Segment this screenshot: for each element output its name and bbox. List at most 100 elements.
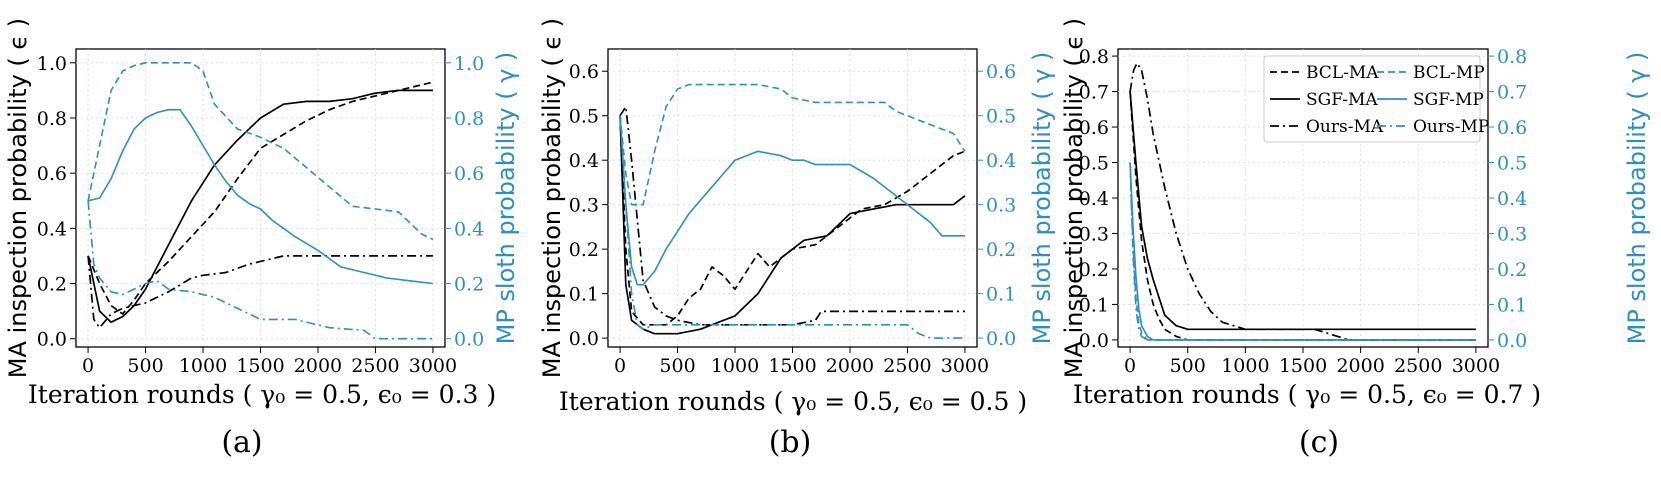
panel-caption: (b) xyxy=(769,425,812,460)
right-axis-label: MP sloth probability ( γ ) xyxy=(1623,52,1651,345)
y-tick-label-right: 0.6 xyxy=(1497,117,1527,139)
series-line-sgf-mp xyxy=(87,108,433,285)
legend-label-sgf-mp: SGF-MP xyxy=(1413,90,1484,110)
x-tick-label: 500 xyxy=(127,355,163,377)
right-axis-label: MP sloth probability ( γ ) xyxy=(492,52,520,345)
y-tick-label-right: 0.8 xyxy=(454,108,484,130)
x-tick-label: 3000 xyxy=(409,355,457,377)
y-tick-label-left: 0.6 xyxy=(37,163,67,185)
y-tick-label-right: 0.0 xyxy=(454,329,484,351)
y-tick-label-right: 0.4 xyxy=(986,150,1016,172)
y-tick-label-right: 0.1 xyxy=(986,284,1016,306)
panel-caption: (c) xyxy=(1299,425,1339,460)
x-tick-label: 0 xyxy=(614,355,626,377)
y-tick-label-right: 0.0 xyxy=(1497,330,1527,352)
panel-caption: (a) xyxy=(221,425,262,460)
y-tick-label-right: 0.1 xyxy=(1497,294,1527,316)
y-tick-label-right: 0.8 xyxy=(1497,46,1527,68)
legend-label-ours-ma: Ours-MA xyxy=(1306,117,1384,137)
y-tick-label-right: 0.4 xyxy=(1497,188,1527,210)
right-axis-label: MP sloth probability ( γ ) xyxy=(1028,52,1056,345)
x-tick-label: 2500 xyxy=(883,355,931,377)
x-tick-label: 2500 xyxy=(1394,355,1442,377)
legend-label-bcl-ma: BCL-MA xyxy=(1306,63,1379,83)
x-tick-label: 0 xyxy=(82,355,94,377)
x-tick-label: 1500 xyxy=(236,355,284,377)
panel-c: 0 500 1000 1500 2000 2500 3000 0.0 0.1 0.2 0.3 0.4 0… xyxy=(1060,18,1651,460)
y-tick-label-right: 0.3 xyxy=(1497,223,1527,245)
y-tick-label-right: 0.4 xyxy=(454,218,484,240)
y-tick-label-left: 0.1 xyxy=(569,284,599,306)
series-line-sgf-ma xyxy=(1129,91,1476,331)
x-tick-label: 2000 xyxy=(294,355,342,377)
x-tick-label: 500 xyxy=(1170,355,1206,377)
y-tick-label-right: 0.2 xyxy=(986,239,1016,261)
legend-label-sgf-ma: SGF-MA xyxy=(1306,90,1378,110)
y-tick-label-left: 0.0 xyxy=(569,328,599,350)
x-axis-label: Iteration rounds ( γ₀ = 0.5, ϵ₀ = 0.5 ) xyxy=(559,387,1027,416)
x-tick-label: 3000 xyxy=(941,355,989,377)
legend: BCL-MA BCL-MP SGF-MA SGF-MP Ours-MA Ours-MP xyxy=(1263,55,1489,143)
y-tick-label-left: 0.3 xyxy=(1079,223,1109,245)
y-tick-label-left: 0.6 xyxy=(1079,117,1109,139)
x-tick-label: 1500 xyxy=(1279,355,1327,377)
legend-frame xyxy=(1263,55,1481,143)
series-line-ours-ma xyxy=(1129,62,1476,341)
y-tick-label-left: 0.8 xyxy=(37,108,67,130)
y-tick-label-left: 0.8 xyxy=(1079,46,1109,68)
y-tick-label-right: 0.5 xyxy=(986,106,1016,128)
x-axis-label: Iteration rounds ( γ₀ = 0.5, ϵ₀ = 0.3 ) xyxy=(28,380,496,409)
x-tick-label: 0 xyxy=(1124,355,1136,377)
plot-frame xyxy=(607,48,978,348)
panel-a: 0 500 1000 1500 2000 2500 3000 0.0 0.2 0.4 0.6 0.8 1… xyxy=(4,18,520,460)
y-tick-label-left: 0.7 xyxy=(1079,82,1109,104)
y-tick-label-left: 1.0 xyxy=(37,53,67,75)
series-line-ours-mp xyxy=(1129,162,1476,341)
y-tick-label-left: 0.4 xyxy=(569,150,599,172)
y-tick-label-left: 0.1 xyxy=(1079,294,1109,316)
y-tick-label-left: 0.3 xyxy=(569,195,599,217)
x-tick-label: 3000 xyxy=(1452,355,1500,377)
series-line-bcl-ma xyxy=(1129,91,1476,341)
y-tick-label-right: 0.5 xyxy=(1497,153,1527,175)
y-tick-label-left: 0.4 xyxy=(37,218,67,240)
panel-b: 0 500 1000 1500 2000 2500 3000 0.0 0.1 0.2 0.3 0.4 0… xyxy=(538,18,1056,460)
legend-label-bcl-mp: BCL-MP xyxy=(1413,63,1485,83)
left-axis-label: MA inspection probability ( ϵ ) xyxy=(4,18,32,378)
left-axis-label: MA inspection probability ( ϵ ) xyxy=(538,18,566,378)
x-tick-label: 2500 xyxy=(351,355,399,377)
series-line-bcl-mp xyxy=(619,83,966,206)
y-tick-label-left: 0.5 xyxy=(569,106,599,128)
y-tick-label-left: 0.6 xyxy=(569,61,599,83)
y-tick-label-right: 1.0 xyxy=(454,53,484,75)
series-line-sgf-mp xyxy=(619,115,965,286)
series-line-sgf-ma xyxy=(87,89,433,324)
series-line-ours-mp xyxy=(619,115,965,339)
y-tick-label-right: 0.0 xyxy=(986,328,1016,350)
y-tick-label-left: 0.5 xyxy=(1079,153,1109,175)
x-tick-label: 1000 xyxy=(179,355,227,377)
y-tick-label-right: 0.6 xyxy=(454,163,484,185)
x-tick-label: 1000 xyxy=(711,355,759,377)
y-tick-label-right: 0.6 xyxy=(986,61,1016,83)
x-tick-label: 2000 xyxy=(1336,355,1384,377)
series-line-ours-ma xyxy=(87,255,433,329)
x-tick-label: 2000 xyxy=(826,355,874,377)
x-axis-label: Iteration rounds ( γ₀ = 0.5, ϵ₀ = 0.7 ) xyxy=(1073,380,1541,409)
x-tick-label: 1000 xyxy=(1221,355,1269,377)
left-axis-label: MA inspection probability ( ϵ ) xyxy=(1060,18,1088,378)
y-tick-label-right: 0.2 xyxy=(1497,259,1527,281)
y-tick-label-right: 0.7 xyxy=(1497,82,1527,104)
y-tick-label-left: 0.2 xyxy=(1079,259,1109,281)
y-tick-label-left: 0.2 xyxy=(569,239,599,261)
y-tick-label-left: 0.0 xyxy=(37,329,67,351)
series-line-ours-mp xyxy=(87,200,433,340)
series-line-bcl-ma xyxy=(87,81,434,315)
series-line-sgf-mp xyxy=(1129,162,1476,341)
x-tick-label: 500 xyxy=(659,355,695,377)
y-tick-label-left: 0.4 xyxy=(1079,188,1109,210)
series-line-bcl-mp xyxy=(87,61,434,241)
y-tick-label-left: 0.0 xyxy=(1079,330,1109,352)
legend-label-ours-mp: Ours-MP xyxy=(1413,117,1489,137)
